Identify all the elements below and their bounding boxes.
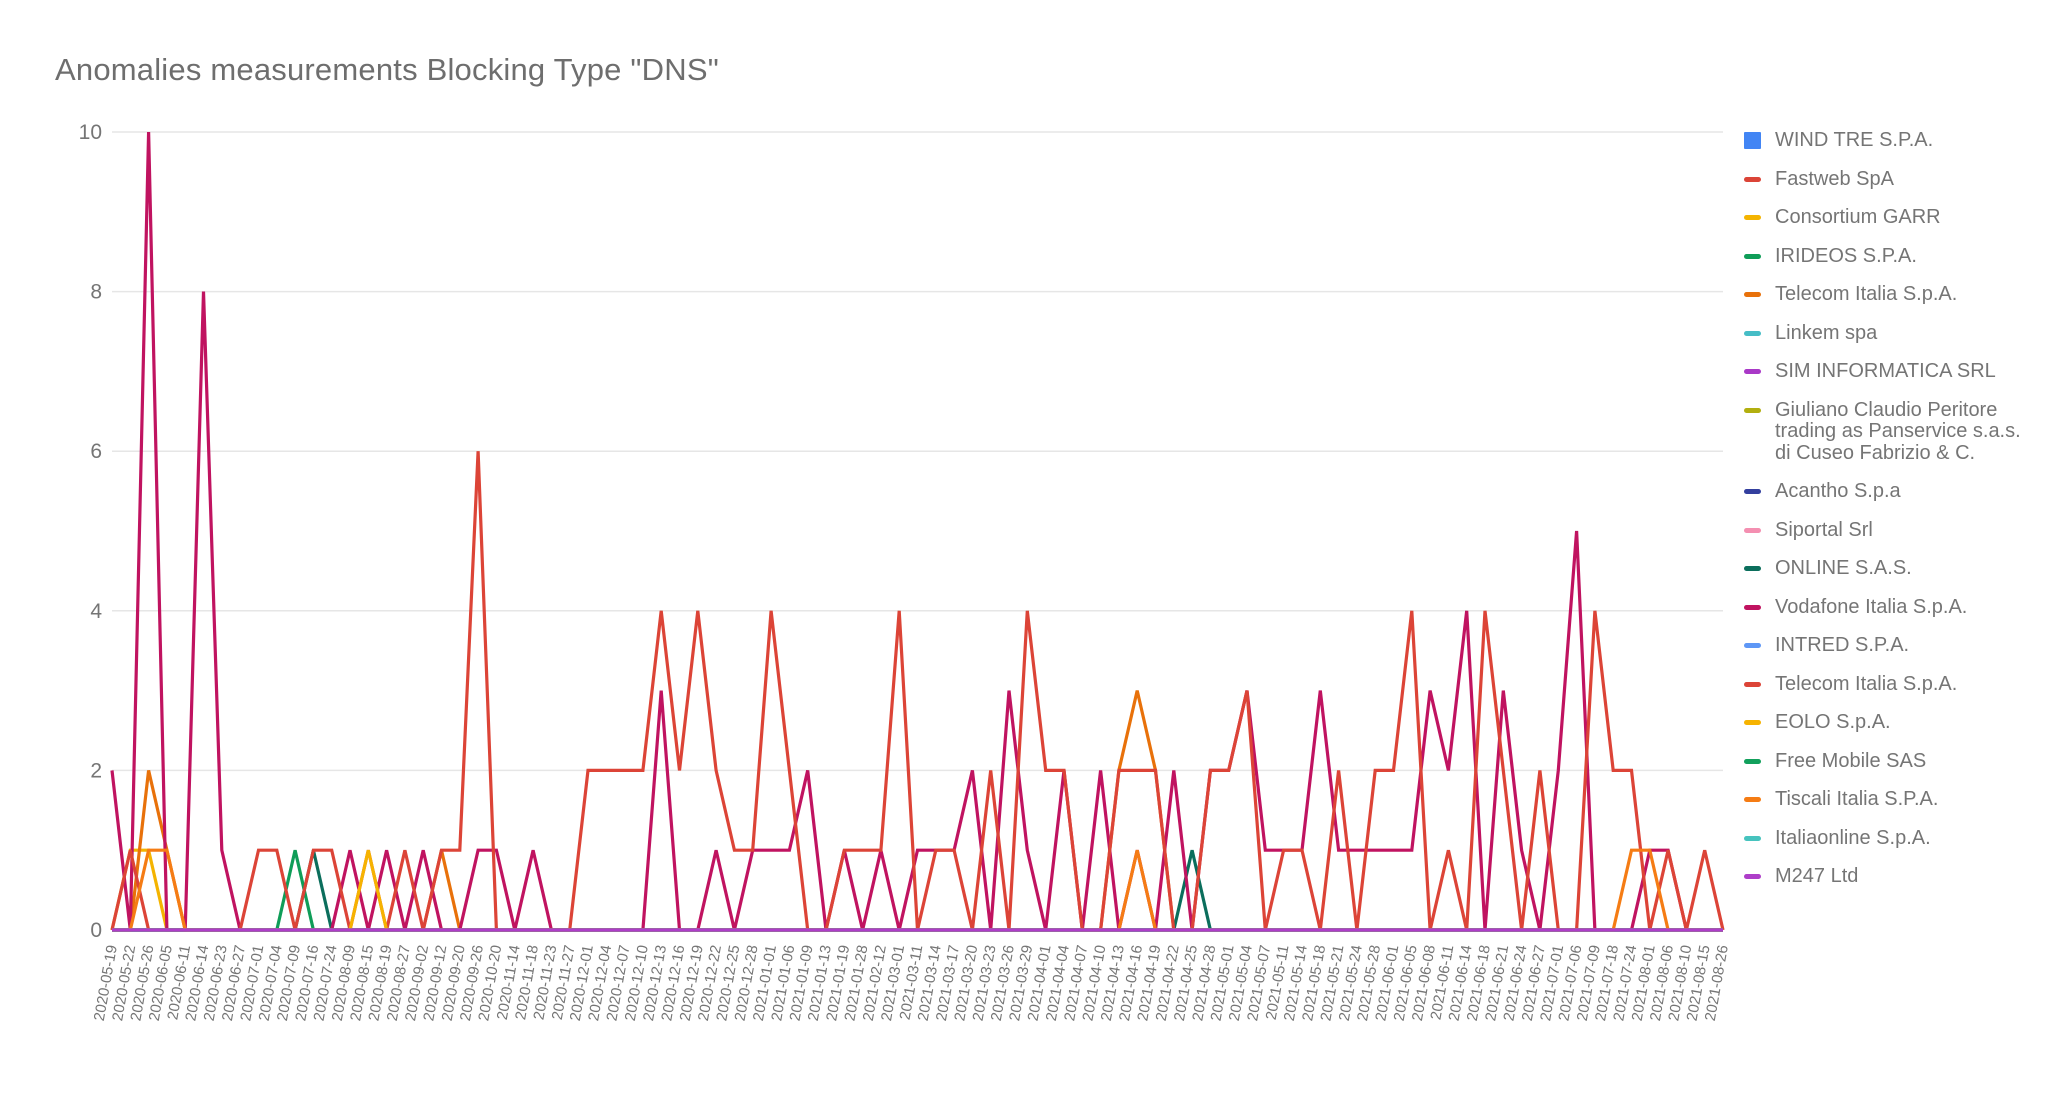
legend-swatch-icon xyxy=(1744,407,1761,413)
legend-item-9[interactable]: Siportal Srl xyxy=(1744,518,2044,542)
legend-item-0[interactable]: WIND TRE S.P.A. xyxy=(1744,129,2044,152)
y-tick-label: 4 xyxy=(90,600,102,623)
legend-label: M247 Ltd xyxy=(1775,865,1859,887)
legend-label: Free Mobile SAS xyxy=(1775,749,1927,772)
legend-swatch-icon xyxy=(1744,369,1761,374)
y-tick-label: 6 xyxy=(90,440,102,463)
y-tick-label: 8 xyxy=(90,281,102,304)
legend-label: Siportal Srl xyxy=(1775,518,1873,541)
legend-item-10[interactable]: ONLINE S.A.S. xyxy=(1744,557,2044,580)
legend-swatch-icon xyxy=(1744,874,1761,879)
legend-item-5[interactable]: Linkem spa xyxy=(1744,321,2044,345)
legend-label: Telecom Italia S.p.A. xyxy=(1775,672,1958,695)
legend-item-17[interactable]: Italiaonline S.p.A. xyxy=(1744,826,2044,850)
legend-item-15[interactable]: Free Mobile SAS xyxy=(1744,749,2044,773)
legend-swatch-icon xyxy=(1744,132,1761,149)
legend-item-13[interactable]: Telecom Italia S.p.A. xyxy=(1744,672,2044,696)
legend-label: IRIDEOS S.P.A. xyxy=(1775,244,1917,267)
legend-swatch-icon xyxy=(1744,566,1761,571)
series-line-11[interactable] xyxy=(110,131,1723,932)
legend-label: Linkem spa xyxy=(1775,321,1878,344)
legend-label: Italiaonline S.p.A. xyxy=(1775,826,1931,849)
legend-label: Tiscali Italia S.P.A. xyxy=(1775,788,1939,810)
legend-swatch-icon xyxy=(1744,758,1761,764)
legend-swatch-icon xyxy=(1744,253,1761,259)
y-tick-label: 2 xyxy=(90,759,102,782)
y-tick-label: 0 xyxy=(90,919,102,942)
legend-swatch-icon xyxy=(1744,720,1761,725)
legend-item-7[interactable]: Giuliano Claudio Peritore trading as Pan… xyxy=(1744,398,2044,465)
chart-legend: WIND TRE S.P.A. Fastweb SpA Consortium GAR… xyxy=(1744,129,2044,905)
legend-label: Acantho S.p.a xyxy=(1775,480,1901,502)
legend-swatch-icon xyxy=(1744,292,1761,297)
legend-label: WIND TRE S.P.A. xyxy=(1775,129,1934,151)
legend-item-2[interactable]: Consortium GARR xyxy=(1744,206,2044,229)
legend-swatch-icon xyxy=(1744,489,1761,494)
legend-swatch-icon xyxy=(1744,835,1761,841)
legend-item-6[interactable]: SIM INFORMATICA SRL xyxy=(1744,360,2044,383)
legend-item-16[interactable]: Tiscali Italia S.P.A. xyxy=(1744,788,2044,811)
legend-label: INTRED S.P.A. xyxy=(1775,634,1910,656)
legend-label: Consortium GARR xyxy=(1775,206,1941,228)
legend-item-11[interactable]: Vodafone Italia S.p.A. xyxy=(1744,595,2044,619)
legend-swatch-icon xyxy=(1744,797,1761,802)
legend-swatch-icon xyxy=(1744,643,1761,648)
legend-swatch-icon xyxy=(1744,604,1761,610)
legend-swatch-icon xyxy=(1744,681,1761,687)
legend-item-1[interactable]: Fastweb SpA xyxy=(1744,167,2044,191)
legend-swatch-icon xyxy=(1744,527,1761,533)
legend-label: EOLO S.p.A. xyxy=(1775,711,1891,733)
legend-label: SIM INFORMATICA SRL xyxy=(1775,360,1996,382)
legend-label: Telecom Italia S.p.A. xyxy=(1775,283,1958,305)
legend-swatch-icon xyxy=(1744,330,1761,336)
legend-item-18[interactable]: M247 Ltd xyxy=(1744,865,2044,888)
legend-item-14[interactable]: EOLO S.p.A. xyxy=(1744,711,2044,734)
legend-label: Giuliano Claudio Peritore trading as Pan… xyxy=(1775,398,2021,464)
legend-label: Fastweb SpA xyxy=(1775,167,1894,190)
legend-swatch-icon xyxy=(1744,176,1761,182)
legend-item-4[interactable]: Telecom Italia S.p.A. xyxy=(1744,283,2044,306)
legend-label: ONLINE S.A.S. xyxy=(1775,557,1912,579)
legend-item-12[interactable]: INTRED S.P.A. xyxy=(1744,634,2044,657)
y-tick-label: 10 xyxy=(79,121,102,144)
legend-item-8[interactable]: Acantho S.p.a xyxy=(1744,480,2044,503)
legend-item-3[interactable]: IRIDEOS S.P.A. xyxy=(1744,244,2044,268)
legend-label: Vodafone Italia S.p.A. xyxy=(1775,595,1968,618)
legend-swatch-icon xyxy=(1744,215,1761,220)
chart-title: Anomalies measurements Blocking Type "DN… xyxy=(55,52,719,87)
